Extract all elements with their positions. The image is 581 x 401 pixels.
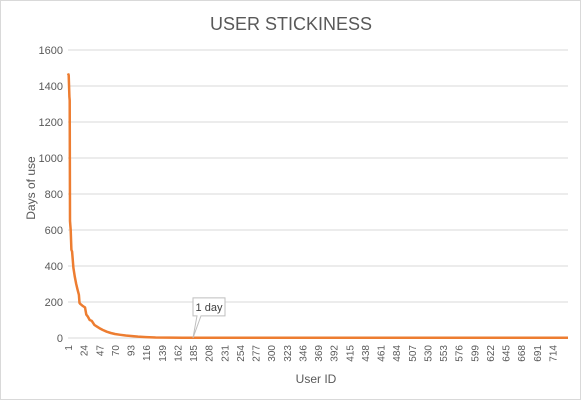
x-tick-label: 484 [392, 345, 403, 362]
x-tick-label: 691 [533, 345, 544, 362]
y-tick-label: 400 [45, 261, 63, 273]
x-tick-label: 645 [502, 345, 513, 362]
y-tick-label: 800 [45, 189, 63, 201]
y-axis-title: Days of use [24, 156, 38, 220]
x-tick-label: 576 [455, 345, 466, 362]
y-tick-label: 1400 [39, 81, 63, 93]
annotation-label: 1 day [196, 302, 223, 314]
y-tick-labels: 0 200 400 600 800 1000 1200 1400 1600 [39, 45, 63, 345]
x-tick-label: 277 [252, 345, 263, 362]
x-tick-label: 392 [330, 345, 341, 362]
x-tick-label: 116 [142, 345, 153, 361]
y-tick-label: 1200 [39, 117, 63, 129]
x-tick-label: 24 [80, 345, 91, 357]
x-tick-label: 714 [548, 345, 559, 362]
x-tick-label: 438 [361, 345, 372, 362]
x-axis-title: User ID [296, 372, 337, 386]
x-tick-label: 1 [64, 345, 75, 351]
x-tick-label: 300 [267, 345, 278, 362]
x-tick-label: 461 [377, 345, 388, 362]
x-tick-label: 162 [173, 345, 184, 362]
x-tick-label: 507 [408, 345, 419, 362]
series-line [68, 73, 568, 337]
x-tick-label: 530 [423, 345, 434, 362]
x-tick-label: 93 [127, 345, 138, 357]
x-tick-label: 47 [95, 345, 106, 357]
x-tick-label: 254 [236, 345, 247, 362]
x-tick-label: 369 [314, 345, 325, 362]
x-tick-label: 323 [283, 345, 294, 362]
x-tick-label: 139 [158, 345, 169, 362]
series-layer [68, 73, 568, 337]
y-tick-label: 600 [45, 225, 63, 237]
x-tick-label: 415 [345, 345, 356, 362]
chart-title: USER STICKINESS [210, 14, 372, 34]
x-tick-label: 231 [220, 345, 231, 362]
x-tick-label: 346 [298, 345, 309, 362]
x-tick-label: 70 [111, 345, 122, 357]
y-tick-label: 200 [45, 297, 63, 309]
x-tick-label: 553 [439, 345, 450, 362]
x-tick-label: 668 [517, 345, 528, 362]
y-tick-label: 0 [57, 333, 63, 345]
x-tick-label: 208 [205, 345, 216, 362]
x-tick-label: 185 [189, 345, 200, 362]
y-tick-label: 1000 [39, 153, 63, 165]
x-tick-labels: 1 24 47 70 93 116 139 162 185 208 231 254 277 300 323 3… [64, 345, 559, 362]
y-tick-label: 1600 [39, 45, 63, 57]
x-tick-label: 599 [470, 345, 481, 362]
gridlines [68, 50, 568, 302]
annotation-layer: 1 day [193, 298, 225, 338]
x-tick-label: 622 [486, 345, 497, 362]
